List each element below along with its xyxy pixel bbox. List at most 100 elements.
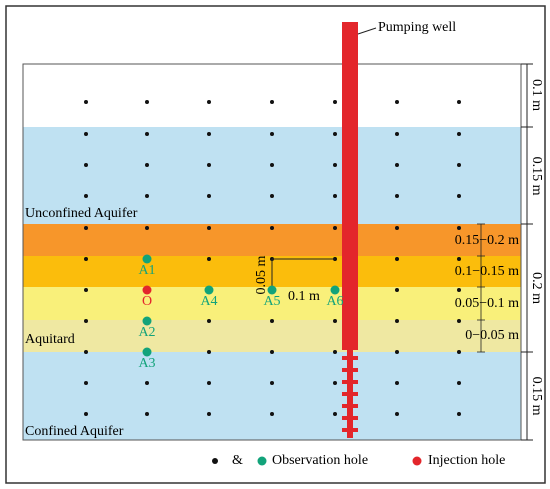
grid-dot — [207, 319, 211, 323]
grid-dot — [207, 132, 211, 136]
grid-dot — [395, 412, 399, 416]
well — [342, 22, 358, 350]
grid-dot — [333, 132, 337, 136]
well-screen-bars — [342, 356, 358, 432]
layer-d — [23, 320, 521, 352]
grid-dot — [145, 100, 149, 104]
grid-dot — [333, 100, 337, 104]
grid-dot — [395, 132, 399, 136]
grid-dot — [395, 381, 399, 385]
grid-dot — [270, 163, 274, 167]
grid-dot — [270, 194, 274, 198]
grid-dot — [333, 226, 337, 230]
grid-dot — [333, 319, 337, 323]
screen-bar — [342, 416, 358, 420]
grid-dot — [395, 288, 399, 292]
grid-dot — [457, 226, 461, 230]
dim-label: 0−0.05 m — [465, 328, 519, 343]
grid-dot — [457, 132, 461, 136]
grid-dot — [207, 350, 211, 354]
grid-dot — [457, 288, 461, 292]
legend-dot — [257, 456, 267, 466]
grid-dot — [270, 100, 274, 104]
legend-label: Injection hole — [428, 453, 505, 468]
dim-label: 0.15−0.2 m — [455, 233, 519, 248]
dim-label: 0.1 m — [529, 79, 544, 111]
grid-dot — [270, 381, 274, 385]
grid-dots — [84, 100, 461, 416]
grid-dot — [457, 194, 461, 198]
screen-bar — [342, 380, 358, 384]
scale-label: 0.1 m — [288, 289, 320, 304]
dim-label: 0.15 m — [529, 157, 544, 196]
legend-dot — [412, 456, 422, 466]
grid-dot — [395, 319, 399, 323]
dim-label: 0.2 m — [529, 272, 544, 304]
point-label: A5 — [263, 294, 280, 309]
screen-bar — [342, 404, 358, 408]
layer-top — [23, 64, 521, 127]
grid-dot — [395, 257, 399, 261]
legend-dot — [212, 458, 218, 464]
grid-dot — [207, 226, 211, 230]
grid-dot — [145, 412, 149, 416]
observation-hole — [142, 347, 152, 357]
grid-dot — [270, 412, 274, 416]
observation-hole — [330, 285, 340, 295]
grid-dot — [207, 163, 211, 167]
grid-dot — [84, 257, 88, 261]
layer-unconfined — [23, 127, 521, 224]
screen-bar — [342, 368, 358, 372]
legend-label: Observation hole — [272, 453, 368, 468]
grid-dot — [395, 163, 399, 167]
grid-dot — [395, 350, 399, 354]
grid-dot — [84, 194, 88, 198]
layer-confined — [23, 352, 521, 440]
grid-dot — [333, 350, 337, 354]
grid-dot — [333, 381, 337, 385]
screen-bar — [342, 428, 358, 432]
point-label: A6 — [326, 294, 343, 309]
point-label: A4 — [200, 294, 217, 309]
observation-hole — [267, 285, 277, 295]
grid-dot — [84, 319, 88, 323]
observation-hole — [204, 285, 214, 295]
grid-dot — [207, 194, 211, 198]
point-label: O — [142, 294, 152, 309]
grid-dot — [270, 132, 274, 136]
point-label: A2 — [138, 325, 155, 340]
grid-dot — [333, 194, 337, 198]
legend-separator: & — [232, 453, 243, 468]
grid-dot — [145, 163, 149, 167]
grid-dot — [457, 350, 461, 354]
grid-dot — [84, 412, 88, 416]
grid-dot — [395, 100, 399, 104]
dim-label: 0.05−0.1 m — [455, 296, 519, 311]
grid-dot — [207, 257, 211, 261]
grid-dot — [333, 163, 337, 167]
observation-hole — [142, 254, 152, 264]
grid-dot — [270, 319, 274, 323]
point-label: A1 — [138, 263, 155, 278]
grid-dot — [84, 226, 88, 230]
grid-dot — [333, 412, 337, 416]
grid-dot — [145, 381, 149, 385]
grid-dot — [145, 132, 149, 136]
grid-dot — [84, 132, 88, 136]
grid-dot — [457, 163, 461, 167]
grid-dot — [145, 194, 149, 198]
grid-dot — [457, 319, 461, 323]
dim-label: 0.1−0.15 m — [455, 264, 519, 279]
screen-bar — [342, 356, 358, 360]
grid-dot — [84, 163, 88, 167]
observation-hole — [142, 316, 152, 326]
injection-hole — [142, 285, 152, 295]
layer-label: Confined Aquifer — [25, 424, 124, 439]
grid-dot — [84, 381, 88, 385]
layer-label: Unconfined Aquifer — [25, 206, 138, 221]
well-pointer — [357, 27, 377, 35]
grid-dot — [145, 226, 149, 230]
point-label: A3 — [138, 356, 155, 371]
grid-dot — [395, 194, 399, 198]
